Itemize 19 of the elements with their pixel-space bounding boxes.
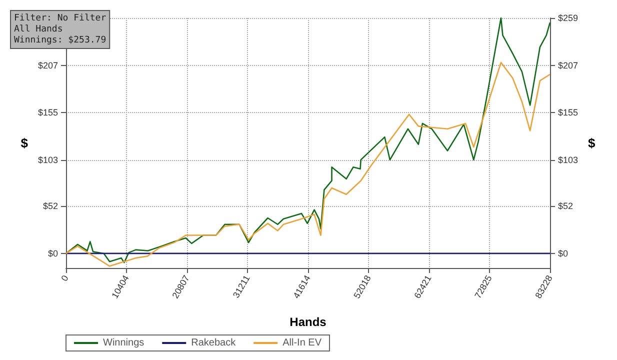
y-tick-label: $103 [38, 154, 58, 165]
legend-label: Rakeback [191, 338, 237, 348]
y-axis-title: $ [20, 136, 29, 150]
y-tick-label: $155 [38, 108, 58, 118]
y2-tick-label: $0 [558, 248, 568, 258]
y-tick-label: $207 [38, 60, 58, 70]
y2-tick-label: $52 [558, 201, 574, 212]
legend-label: Winnings [103, 338, 144, 348]
y2-tick-label: $259 [558, 13, 578, 23]
y-tick-label: $0 [48, 248, 58, 258]
annotation: Filter: No Filter All Hands Winnings: $253.79 [14, 14, 107, 46]
x-tick-label: 0 [59, 274, 70, 283]
y2-axis-title: $ [588, 136, 596, 150]
x-axis-title: Hands [290, 315, 327, 329]
y-tick-label: $52 [42, 201, 58, 212]
legend-label: All-In EV [282, 338, 322, 348]
y2-tick-label: $103 [558, 154, 578, 165]
y2-tick-label: $155 [558, 108, 578, 118]
y2-tick-label: $207 [558, 60, 578, 70]
